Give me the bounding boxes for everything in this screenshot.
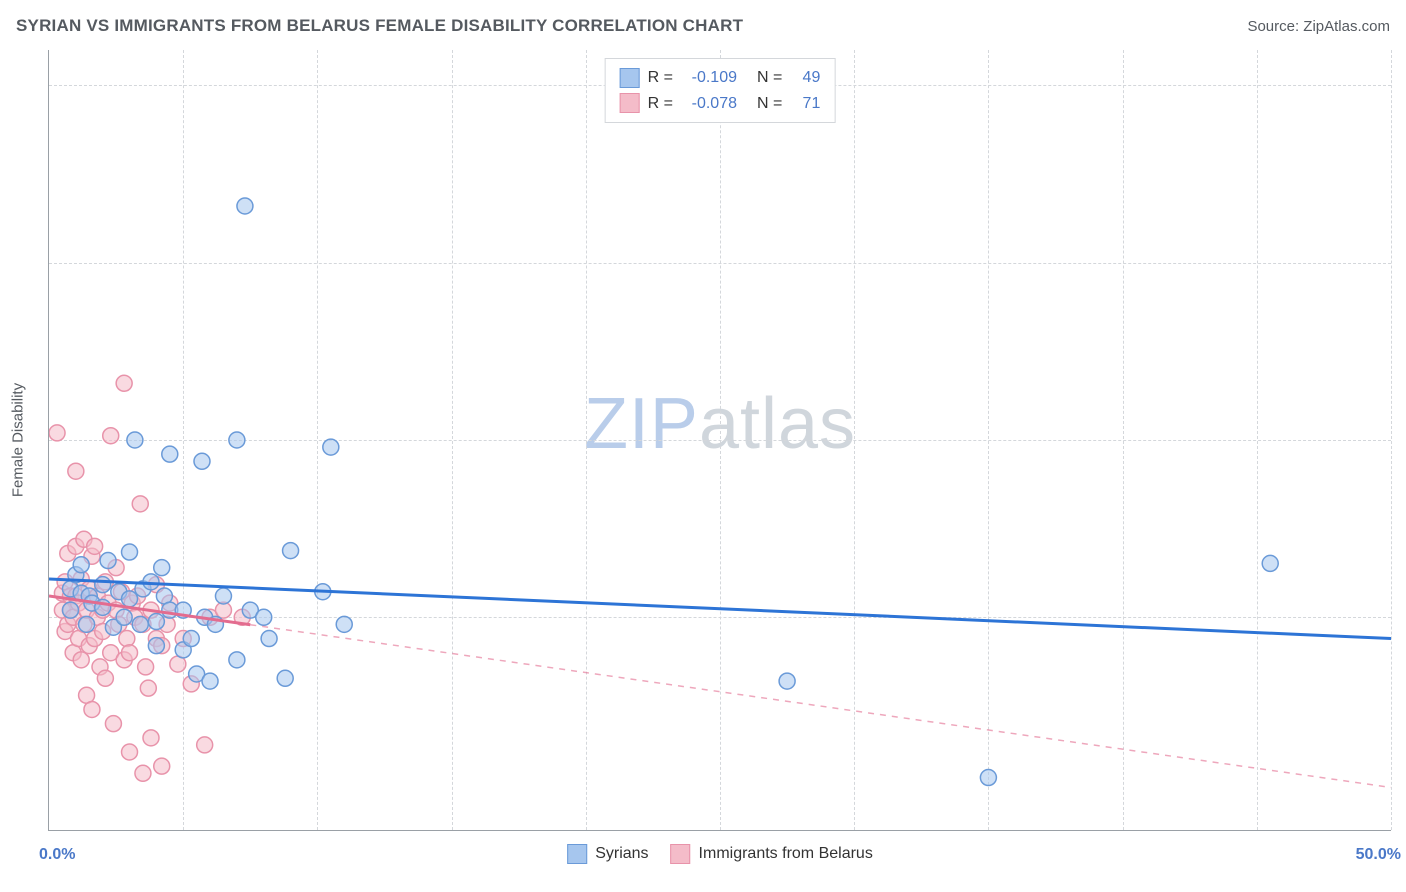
scatter-point-belarus [49,425,65,441]
scatter-point-syrians [62,602,78,618]
scatter-point-belarus [138,659,154,675]
chart-title: SYRIAN VS IMMIGRANTS FROM BELARUS FEMALE… [16,16,743,36]
scatter-point-belarus [143,730,159,746]
scatter-point-syrians [79,616,95,632]
scatter-point-belarus [103,428,119,444]
legend-item-belarus: Immigrants from Belarus [671,844,873,864]
n-value-0: 49 [790,65,820,91]
x-axis-min: 0.0% [39,846,75,864]
legend-item-syrians: Syrians [567,844,648,864]
legend-bottom: Syrians Immigrants from Belarus [567,844,873,864]
legend-label: Syrians [595,845,648,863]
scatter-point-syrians [73,557,89,573]
y-tick-label: 50.0% [1399,76,1406,94]
swatch-syrians [620,68,640,88]
scatter-point-belarus [97,670,113,686]
scatter-point-syrians [336,616,352,632]
x-axis-max: 50.0% [1356,846,1401,864]
r-value-1: -0.078 [681,91,737,117]
scatter-point-belarus [122,744,138,760]
scatter-point-syrians [183,631,199,647]
scatter-point-syrians [100,553,116,569]
r-label: R = [648,91,673,117]
scatter-point-syrians [323,439,339,455]
scatter-point-syrians [229,652,245,668]
scatter-point-belarus [87,538,103,554]
scatter-point-syrians [194,453,210,469]
scatter-point-belarus [119,631,135,647]
n-label: N = [757,91,782,117]
scatter-point-belarus [73,652,89,668]
scatter-point-belarus [197,737,213,753]
scatter-point-syrians [980,770,996,786]
y-tick-label: 25.0% [1399,431,1406,449]
scatter-point-belarus [84,701,100,717]
scatter-point-belarus [122,645,138,661]
scatter-point-syrians [215,588,231,604]
scatter-point-syrians [237,198,253,214]
scatter-point-syrians [256,609,272,625]
scatter-point-syrians [162,446,178,462]
swatch-belarus [620,93,640,113]
scatter-point-syrians [122,544,138,560]
scatter-point-belarus [105,716,121,732]
scatter-point-syrians [202,673,218,689]
legend-stats-row-1: R = -0.078 N = 71 [620,91,821,117]
y-axis-label: Female Disability [10,383,27,497]
swatch-icon [671,844,691,864]
scatter-point-syrians [779,673,795,689]
trend-line-belarus-dash [250,625,1391,788]
scatter-svg [49,50,1391,830]
scatter-point-syrians [116,609,132,625]
scatter-point-belarus [154,758,170,774]
swatch-icon [567,844,587,864]
plot-container: Female Disability ZIPatlas R = -0.109 N … [48,50,1390,830]
r-value-0: -0.109 [681,65,737,91]
y-tick-label: 12.5% [1399,608,1406,626]
scatter-point-syrians [148,638,164,654]
scatter-point-syrians [132,616,148,632]
r-label: R = [648,65,673,91]
scatter-point-syrians [229,432,245,448]
scatter-point-syrians [154,560,170,576]
scatter-point-belarus [132,496,148,512]
n-label: N = [757,65,782,91]
scatter-point-belarus [140,680,156,696]
scatter-point-syrians [95,577,111,593]
scatter-point-syrians [261,631,277,647]
scatter-point-belarus [116,375,132,391]
y-tick-label: 37.5% [1399,254,1406,272]
gridline-v [1391,50,1392,830]
n-value-1: 71 [790,91,820,117]
scatter-point-syrians [148,614,164,630]
legend-stats: R = -0.109 N = 49 R = -0.078 N = 71 [605,58,836,123]
scatter-point-syrians [283,543,299,559]
source-label: Source: ZipAtlas.com [1247,18,1390,35]
legend-label: Immigrants from Belarus [699,845,873,863]
scatter-point-syrians [127,432,143,448]
scatter-point-belarus [68,463,84,479]
scatter-point-syrians [277,670,293,686]
legend-stats-row-0: R = -0.109 N = 49 [620,65,821,91]
scatter-point-syrians [1262,555,1278,571]
scatter-point-syrians [122,591,138,607]
scatter-point-belarus [135,765,151,781]
plot-area: ZIPatlas R = -0.109 N = 49 R = -0.078 N … [48,50,1391,831]
